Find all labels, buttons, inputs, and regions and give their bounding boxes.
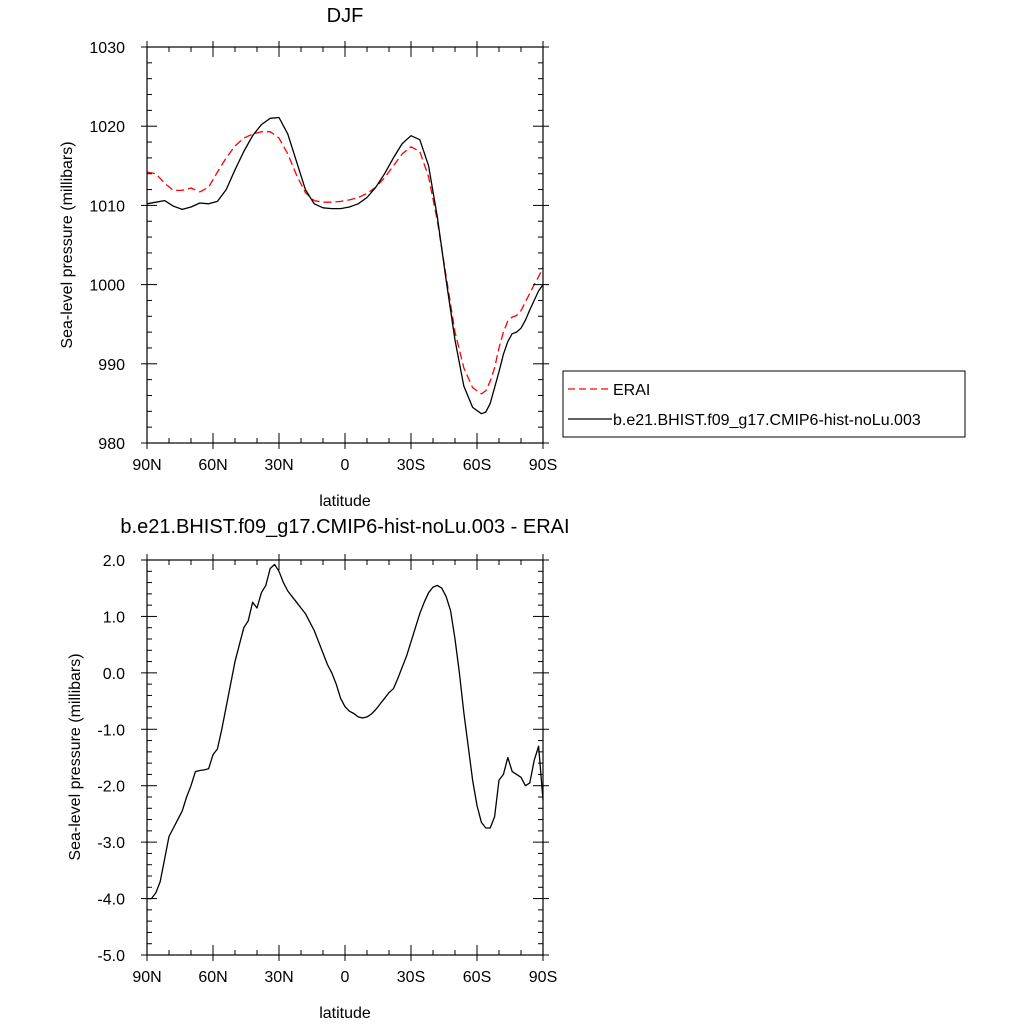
x-tick-label: 90N (132, 457, 161, 474)
y-tick-label: 0.0 (103, 666, 125, 683)
y-tick-label: 1020 (89, 119, 125, 136)
x-tick-label: 90S (529, 457, 557, 474)
y-tick-label: 1000 (89, 278, 125, 295)
y-tick-label: 980 (98, 436, 125, 453)
x-tick-label: 30S (397, 969, 425, 986)
y-tick-label: -1.0 (97, 722, 125, 739)
plot-area: 90N 60N 30N 0 30S 60S 90S 980 990 1000 1010 1020 103… (89, 40, 557, 474)
y-tick-label: 1030 (89, 40, 125, 57)
x-axis-label: latitude (319, 493, 371, 510)
difference-panel: b.e21.BHIST.f09_g17.CMIP6-hist-noLu.003 … (67, 516, 570, 1022)
y-tick-label: 990 (98, 357, 125, 374)
x-tick-label: 60S (463, 457, 491, 474)
series-line-erai (146, 131, 544, 395)
series-line-difference (147, 563, 544, 900)
y-tick-label: 1010 (89, 198, 125, 215)
legend-label-erai: ERAI (613, 382, 650, 399)
chart-title: DJF (327, 5, 364, 27)
series-line-b-e21-bhist-f09-g17-cmip6-hist-nolu-003 (146, 116, 544, 415)
legend-label-model: b.e21.BHIST.f09_g17.CMIP6-hist-noLu.003 (613, 412, 921, 429)
x-tick-label: 30S (397, 457, 425, 474)
legend-box (562, 370, 966, 438)
y-tick-label: -2.0 (97, 779, 125, 796)
plot-frame (146, 559, 544, 956)
x-tick-label: 60N (198, 969, 227, 986)
x-tick-label: 90S (529, 969, 557, 986)
x-tick-label: 90N (132, 969, 161, 986)
legend: ERAI b.e21.BHIST.f09_g17.CMIP6-hist-noLu… (562, 370, 966, 438)
chart-title: b.e21.BHIST.f09_g17.CMIP6-hist-noLu.003 … (120, 516, 569, 538)
x-axis-label: latitude (319, 1005, 371, 1022)
x-tick-label: 60N (198, 457, 227, 474)
y-tick-label: 2.0 (103, 553, 125, 570)
x-tick-label: 60S (463, 969, 491, 986)
y-tick-label: 1.0 (103, 609, 125, 626)
y-tick-label: -4.0 (97, 892, 125, 909)
x-tick-label: 30N (264, 457, 293, 474)
y-axis-label: Sea-level pressure (millibars) (59, 141, 76, 348)
x-tick-label: 0 (341, 969, 350, 986)
x-tick-label: 30N (264, 969, 293, 986)
djf-panel: DJF 90N 60N 30N 0 30S 60S 90S 980 990 1000 1010 102… (59, 5, 966, 510)
x-tick-label: 0 (341, 457, 350, 474)
y-tick-label: -5.0 (97, 948, 125, 965)
y-tick-label: -3.0 (97, 835, 125, 852)
y-axis-label: Sea-level pressure (millibars) (67, 653, 84, 860)
plot-frame (146, 46, 544, 444)
plot-area: 90N 60N 30N 0 30S 60S 90S -5.0 -4.0 -3.0 -2.0 -1.0 0… (97, 553, 557, 986)
